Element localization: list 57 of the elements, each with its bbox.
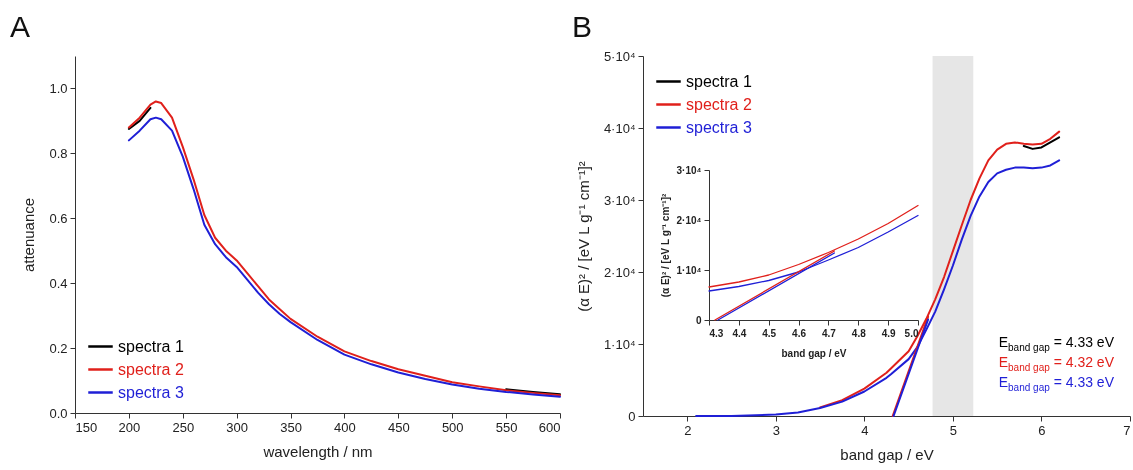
- x-tick-label: 7: [1123, 422, 1131, 438]
- x-tick-label: 4.9: [881, 327, 897, 339]
- x-tick-label: 3: [772, 422, 780, 438]
- y-axis-title: attenuance: [20, 197, 38, 273]
- x-axis-title: wavelength / nm: [262, 442, 373, 460]
- y-tick-label: 0.2: [49, 340, 68, 356]
- x-tick-label: 500: [441, 419, 464, 435]
- x-tick-label: 250: [172, 419, 195, 435]
- x-tick-label: 2: [684, 422, 692, 438]
- x-tick-label: 350: [280, 419, 302, 435]
- y-tick-label: 0: [695, 314, 702, 326]
- x-tick-label: 5.0: [904, 327, 919, 339]
- y-tick-label: 2·10⁴: [676, 214, 702, 226]
- x-tick-label: 300: [226, 419, 249, 435]
- x-tick-label: 4: [861, 422, 869, 438]
- y-tick-label: 0: [628, 408, 636, 424]
- annotation: E$_{band gap}$ = 4.33 eV: [998, 374, 1114, 393]
- annotation: E$_{band gap}$ = 4.33 eV: [998, 334, 1114, 353]
- legend-label: spectra 2: [118, 360, 184, 378]
- legend-label: spectra 3: [686, 118, 752, 136]
- y-tick-label: 0.0: [49, 405, 68, 421]
- annotation: E$_{band gap}$ = 4.32 eV: [998, 354, 1114, 373]
- y-tick-label: 4·10⁴: [603, 120, 636, 136]
- y-tick-label: 3·10⁴: [603, 192, 636, 208]
- chart-title: A: [10, 10, 31, 44]
- y-tick-label: 0.6: [49, 210, 68, 226]
- legend-label: spectra 3: [118, 383, 184, 401]
- legend-label: spectra 2: [686, 95, 752, 113]
- y-tick-label: 1·10⁴: [676, 264, 702, 276]
- x-tick-label: 4.4: [732, 327, 747, 339]
- x-tick-label: 150: [75, 419, 98, 435]
- y-axis-title: (α E)² / [eV L g⁻¹ cm⁻¹]²: [659, 193, 671, 298]
- x-tick-label: 450: [387, 419, 410, 435]
- y-tick-label: 5·10⁴: [603, 48, 636, 64]
- legend-label: spectra 1: [686, 72, 752, 90]
- y-tick-label: 0.8: [49, 145, 68, 161]
- x-tick-label: 400: [334, 419, 356, 435]
- x-tick-label: 200: [118, 419, 141, 435]
- x-tick-label: 4.3: [709, 327, 724, 339]
- y-axis-title: (α E)² / [eV L g⁻¹ cm⁻¹]²: [574, 161, 592, 312]
- legend-label: spectra 1: [118, 337, 184, 355]
- y-tick-label: 3·10⁴: [676, 164, 702, 176]
- y-tick-label: 1·10⁴: [603, 336, 636, 352]
- y-tick-label: 0.4: [49, 275, 68, 291]
- x-tick-label: 4.7: [821, 327, 837, 339]
- y-tick-label: 2·10⁴: [603, 264, 636, 280]
- chart-title: B: [572, 10, 593, 44]
- x-tick-label: 600: [538, 419, 561, 435]
- x-tick-label: 550: [495, 419, 518, 435]
- x-tick-label: 4.6: [792, 327, 807, 339]
- x-axis-title: band gap / eV: [840, 445, 934, 463]
- x-tick-label: 4.5: [762, 327, 777, 339]
- x-tick-label: 6: [1038, 422, 1046, 438]
- y-tick-label: 1.0: [49, 80, 68, 96]
- x-axis-title: band gap / eV: [781, 347, 847, 359]
- x-tick-label: 5: [949, 422, 958, 438]
- x-tick-label: 4.8: [851, 327, 867, 339]
